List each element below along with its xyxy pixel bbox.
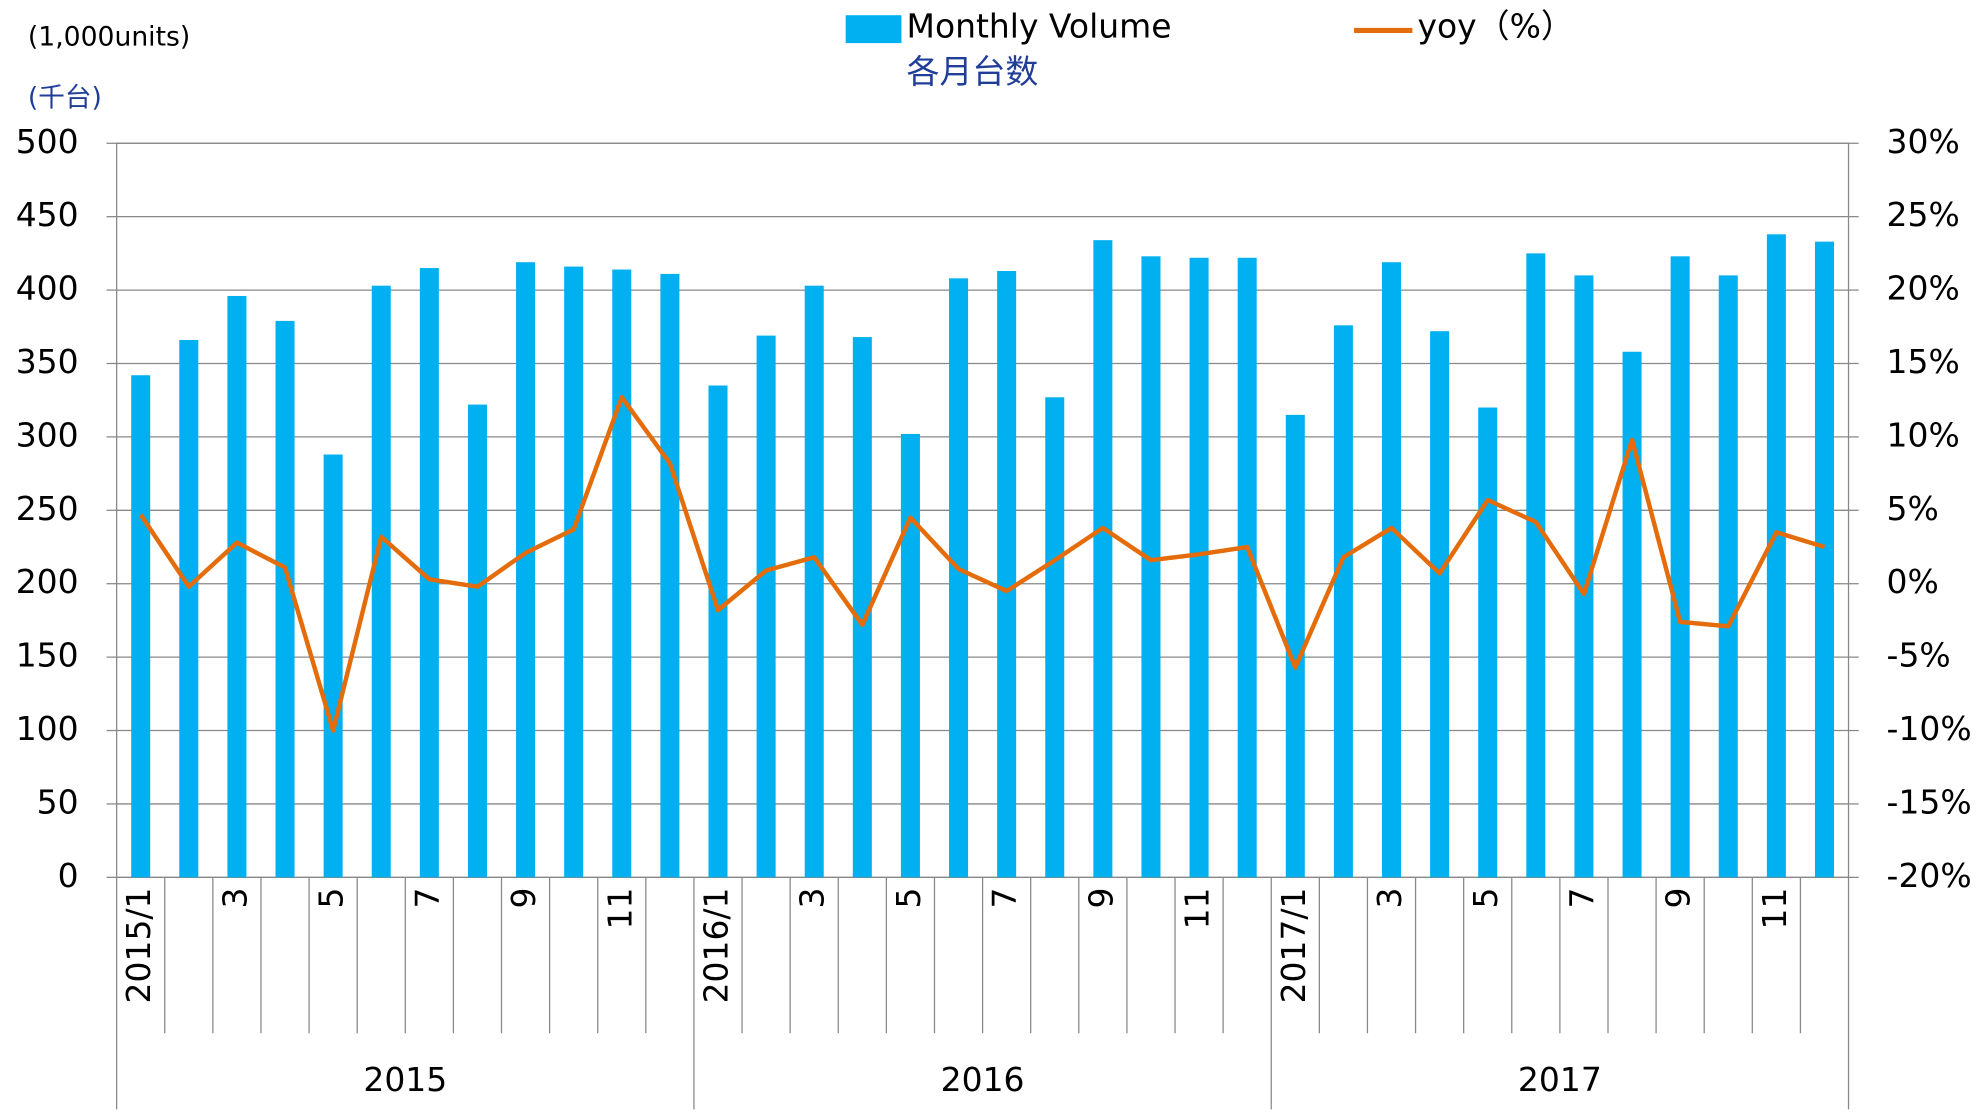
x-tick-label: 11 <box>1178 887 1217 929</box>
y-unit-label-ja: (千台) <box>28 82 102 113</box>
bar <box>1622 351 1642 878</box>
x-tick-label: 9 <box>1081 887 1120 908</box>
bar <box>564 266 584 878</box>
y2-tick-label: -20% <box>1887 856 1972 895</box>
y2-tick-label: -5% <box>1887 636 1951 675</box>
bar <box>949 278 969 878</box>
bar <box>1189 257 1209 878</box>
y2-tick-label: 10% <box>1887 415 1960 454</box>
y2-tick-label: -15% <box>1887 782 1972 821</box>
bar <box>900 433 920 878</box>
bar <box>1045 397 1065 878</box>
y-tick-label: 450 <box>16 195 79 234</box>
x-tick-label: 5 <box>312 887 351 908</box>
x-tick-label: 3 <box>793 887 832 908</box>
bar <box>804 285 824 878</box>
y-tick-label: 400 <box>16 269 79 308</box>
x-tick-label: 2015/1 <box>119 887 158 1003</box>
bar <box>1093 240 1113 878</box>
line <box>138 395 1826 733</box>
bar <box>1766 234 1786 878</box>
bar <box>852 337 872 878</box>
x-tick-label: 11 <box>1755 887 1794 929</box>
y2-tick-label: 15% <box>1887 342 1960 381</box>
bar <box>1141 256 1161 878</box>
x-tick-label: 3 <box>1370 887 1409 908</box>
x-tick-label: 2017/1 <box>1274 887 1313 1003</box>
legend-label: Monthly Volume <box>907 6 1172 45</box>
bar <box>1814 241 1834 878</box>
x-tick-label: 2016/1 <box>696 887 735 1003</box>
bar <box>1333 325 1353 878</box>
bar <box>516 262 536 878</box>
bar <box>179 340 199 878</box>
y2-tick-label: 5% <box>1887 489 1939 528</box>
y-unit-label: (1,000units) <box>28 22 190 53</box>
y2-tick-label: 30% <box>1887 122 1960 161</box>
bar <box>1381 262 1402 878</box>
y-tick-label: 250 <box>16 489 79 528</box>
y2-tick-label: 0% <box>1887 562 1939 601</box>
bar <box>1574 275 1594 878</box>
y-tick-label: 50 <box>37 782 79 821</box>
bar <box>660 273 680 878</box>
year-label: 2016 <box>941 1060 1025 1099</box>
bar <box>1718 275 1738 878</box>
bar <box>467 404 487 878</box>
y-tick-label: 200 <box>16 562 79 601</box>
bar <box>371 285 391 878</box>
y-tick-label: 350 <box>16 342 79 381</box>
bar <box>1285 414 1305 878</box>
y-tick-label: 100 <box>16 709 79 748</box>
legend-swatch <box>845 15 902 44</box>
y2-tick-label: 20% <box>1887 269 1960 308</box>
y-tick-label: 500 <box>16 122 79 161</box>
legend-label: yoy（%） <box>1417 6 1573 45</box>
bar <box>612 269 632 878</box>
bar <box>708 385 728 878</box>
x-tick-label: 7 <box>408 887 447 908</box>
y2-tick-label: -10% <box>1887 709 1972 748</box>
bar <box>1237 257 1257 878</box>
bar <box>419 268 439 878</box>
x-tick-label: 7 <box>985 887 1024 908</box>
x-tick-label: 9 <box>504 887 543 908</box>
bar <box>323 454 343 878</box>
x-tick-label: 11 <box>600 887 639 929</box>
x-tick-label: 3 <box>215 887 254 908</box>
bar <box>1670 256 1690 878</box>
bar <box>1430 331 1450 878</box>
x-tick-label: 9 <box>1659 887 1698 908</box>
y2-tick-label: 25% <box>1887 195 1960 234</box>
bar <box>1478 407 1498 878</box>
x-tick-label: 5 <box>1466 887 1505 908</box>
y-tick-label: 0 <box>58 856 79 895</box>
bar <box>997 270 1017 878</box>
bar <box>756 335 776 878</box>
bar <box>131 375 151 878</box>
x-tick-label: 7 <box>1562 887 1601 908</box>
legend-note: 各月台数 <box>907 52 1039 91</box>
y-tick-label: 150 <box>16 636 79 675</box>
bar <box>1526 253 1546 878</box>
y-tick-label: 300 <box>16 415 79 454</box>
bar <box>275 320 295 878</box>
bar <box>227 295 247 878</box>
x-tick-label: 5 <box>889 887 928 908</box>
year-label: 2017 <box>1518 1060 1602 1099</box>
year-label: 2015 <box>363 1060 447 1099</box>
